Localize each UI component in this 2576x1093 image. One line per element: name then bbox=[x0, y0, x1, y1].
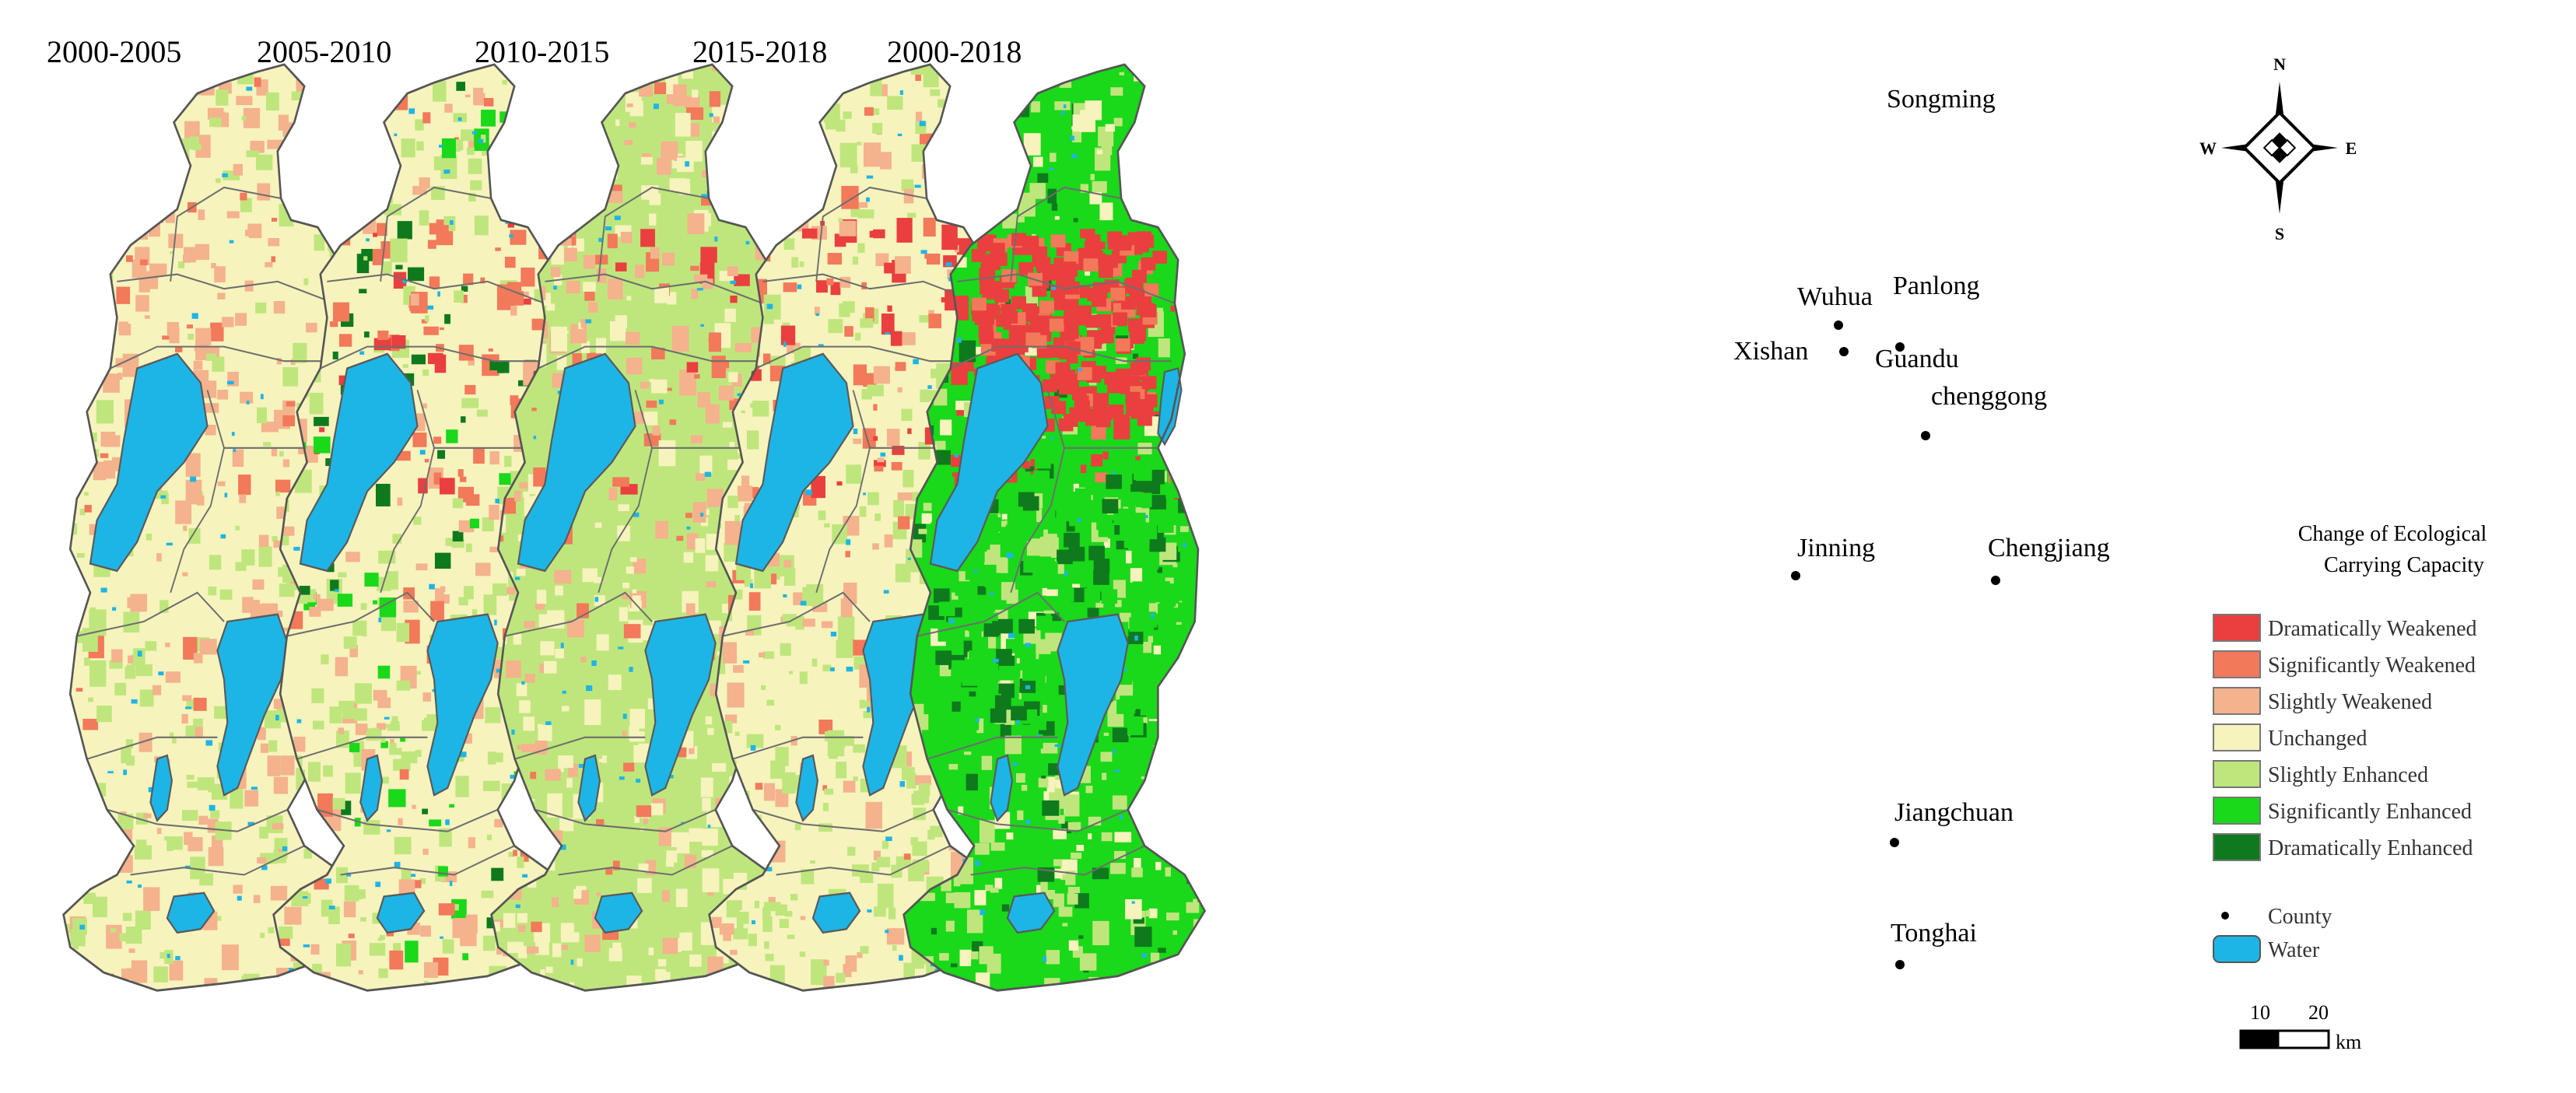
panel-title: 2000-2018 bbox=[887, 34, 1022, 69]
place-label: Guandu bbox=[1875, 345, 1959, 373]
county-symbol bbox=[2221, 912, 2229, 920]
legend-county-label: County bbox=[2268, 905, 2332, 929]
panel-title: 2000-2005 bbox=[47, 34, 181, 69]
county-dot bbox=[1895, 960, 1905, 969]
legend-swatch bbox=[2213, 723, 2261, 751]
water-swatch bbox=[2213, 935, 2261, 963]
legend-swatch bbox=[2213, 833, 2261, 861]
legend-label: Significantly Enhanced bbox=[2268, 800, 2472, 824]
legend-swatch bbox=[2213, 760, 2261, 788]
county-dot bbox=[1991, 576, 2000, 585]
place-label: Songming bbox=[1887, 85, 1996, 114]
legend-water-label: Water bbox=[2268, 938, 2320, 962]
place-labels: Songming Panlong Wuhua Xishan Guandu chenggon… bbox=[1733, 85, 2110, 969]
legend-label: Dramatically Enhanced bbox=[2268, 836, 2473, 860]
legend-swatch bbox=[2213, 797, 2261, 825]
scale-bar: 10 20 km bbox=[2239, 1001, 2361, 1053]
compass-e: E bbox=[2346, 138, 2357, 158]
legend-label: Significantly Weakened bbox=[2268, 653, 2476, 678]
county-dot bbox=[1895, 342, 1905, 352]
county-dot bbox=[1921, 431, 1930, 440]
legend-swatch bbox=[2213, 650, 2261, 678]
legend-swatch bbox=[2213, 614, 2261, 642]
place-label: Jinning bbox=[1797, 534, 1875, 562]
legend-title-line1: Change of Ecological bbox=[2298, 522, 2487, 546]
scale-unit: km bbox=[2336, 1031, 2361, 1053]
compass-s: S bbox=[2275, 224, 2284, 243]
place-label: Wuhua bbox=[1797, 282, 1873, 311]
legend-label: Unchanged bbox=[2268, 727, 2367, 751]
scale-tick-20: 20 bbox=[2308, 1001, 2329, 1024]
county-dot bbox=[1890, 838, 1899, 847]
place-label: Jiangchuan bbox=[1894, 798, 2013, 827]
place-label: Xishan bbox=[1733, 337, 1808, 366]
county-dot bbox=[1834, 321, 1843, 330]
legend-swatch bbox=[2213, 687, 2261, 715]
compass-n: N bbox=[2273, 54, 2286, 74]
place-label: chenggong bbox=[1931, 382, 2047, 411]
scale-tick-10: 10 bbox=[2250, 1001, 2270, 1024]
legend-title-line2: Carrying Capacity bbox=[2324, 553, 2484, 577]
legend-label: Slightly Weakened bbox=[2268, 690, 2432, 714]
panel-title: 2005-2010 bbox=[257, 34, 391, 69]
place-label: Tonghai bbox=[1891, 919, 1977, 948]
county-dot bbox=[1839, 347, 1849, 356]
legend-label: Slightly Enhanced bbox=[2268, 763, 2428, 787]
north-arrow: N S W E bbox=[2199, 54, 2357, 243]
place-label: Chengjiang bbox=[1988, 534, 2110, 562]
panel-title: 2015-2018 bbox=[692, 34, 827, 69]
compass-w: W bbox=[2199, 138, 2217, 158]
legend-label: Dramatically Weakened bbox=[2268, 617, 2477, 641]
panel-title: 2010-2015 bbox=[475, 34, 609, 69]
place-label: Panlong bbox=[1893, 271, 1979, 300]
county-dot bbox=[1791, 571, 1800, 580]
legend: Change of Ecological Carrying Capacity D… bbox=[2213, 522, 2487, 963]
